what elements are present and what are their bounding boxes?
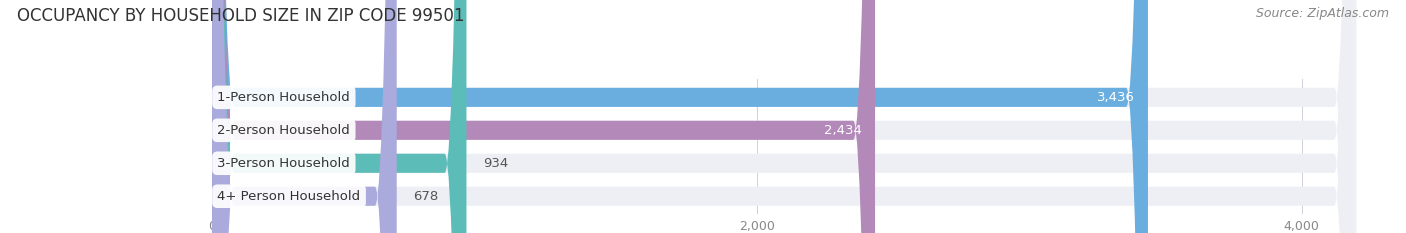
FancyBboxPatch shape xyxy=(212,0,467,233)
Text: 3-Person Household: 3-Person Household xyxy=(218,157,350,170)
Text: 3,436: 3,436 xyxy=(1097,91,1135,104)
Text: 678: 678 xyxy=(413,190,439,203)
Text: 4+ Person Household: 4+ Person Household xyxy=(218,190,360,203)
FancyBboxPatch shape xyxy=(212,0,1357,233)
FancyBboxPatch shape xyxy=(212,0,875,233)
Text: OCCUPANCY BY HOUSEHOLD SIZE IN ZIP CODE 99501: OCCUPANCY BY HOUSEHOLD SIZE IN ZIP CODE … xyxy=(17,7,464,25)
Text: 934: 934 xyxy=(482,157,508,170)
FancyBboxPatch shape xyxy=(212,0,396,233)
FancyBboxPatch shape xyxy=(212,0,1357,233)
FancyBboxPatch shape xyxy=(212,0,1147,233)
Text: 2-Person Household: 2-Person Household xyxy=(218,124,350,137)
Text: Source: ZipAtlas.com: Source: ZipAtlas.com xyxy=(1256,7,1389,20)
FancyBboxPatch shape xyxy=(212,0,1357,233)
FancyBboxPatch shape xyxy=(212,0,1357,233)
Text: 1-Person Household: 1-Person Household xyxy=(218,91,350,104)
Text: 2,434: 2,434 xyxy=(824,124,862,137)
